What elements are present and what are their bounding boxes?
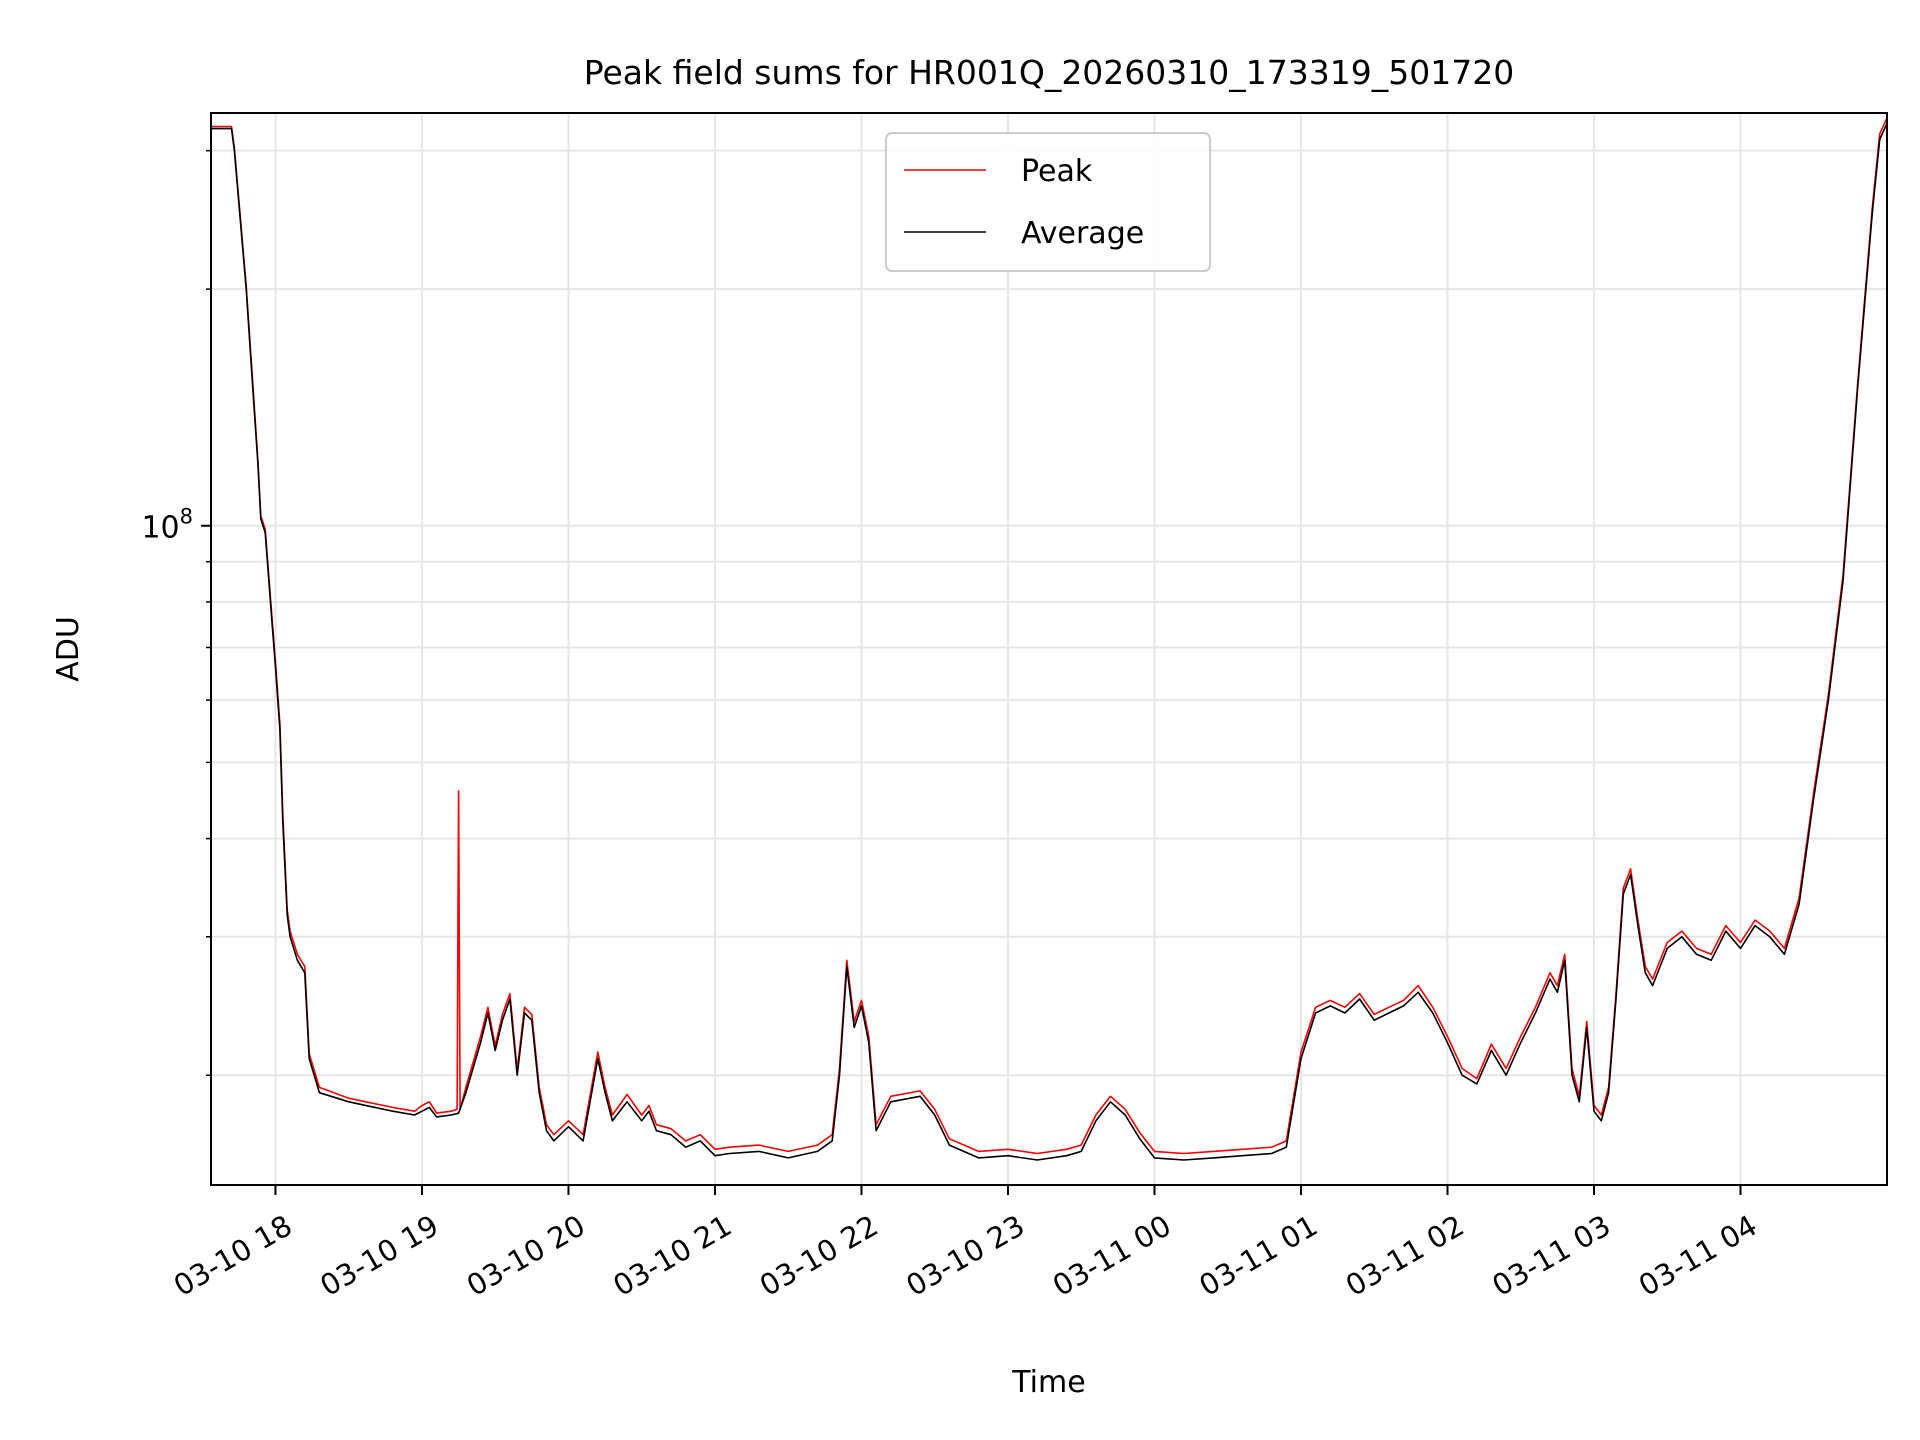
plot-frame — [210, 112, 1888, 1186]
legend-average-label: Average — [1021, 216, 1144, 251]
series-line-average — [211, 122, 1887, 1161]
y-axis-label: ADU — [51, 616, 86, 682]
y-axis: 108 — [141, 149, 211, 1076]
legend-box — [885, 132, 1211, 272]
series-layer — [211, 117, 1887, 1161]
legend-peak-label: Peak — [1021, 154, 1093, 189]
legend: Peak Average — [885, 132, 1211, 272]
chart-title: Peak field sums for HR001Q_20260310_1733… — [584, 53, 1514, 92]
y-tick-label: 108 — [141, 505, 193, 546]
x-axis-label: Time — [1011, 1365, 1085, 1400]
grid — [211, 113, 1887, 1185]
